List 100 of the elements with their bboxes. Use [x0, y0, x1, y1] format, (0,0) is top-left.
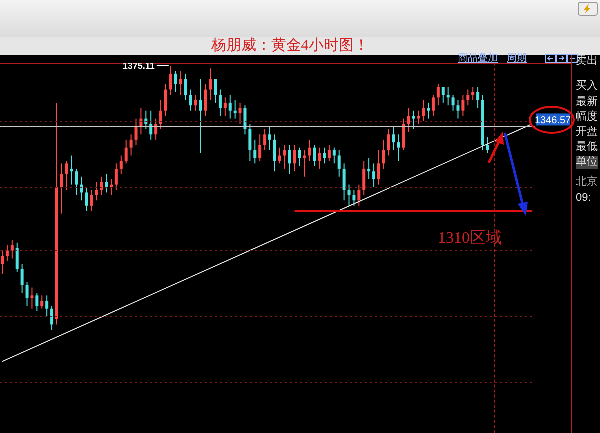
candlestick	[442, 86, 445, 104]
text: 最低	[576, 141, 598, 154]
candlestick	[238, 102, 242, 125]
candlestick	[472, 86, 475, 101]
candlestick	[427, 102, 430, 120]
candlestick	[214, 78, 218, 104]
candlestick	[154, 118, 158, 140]
candlestick	[377, 150, 380, 186]
candlestick	[234, 100, 237, 120]
candlestick	[402, 118, 406, 151]
candlestick	[50, 306, 54, 330]
candlestick	[244, 105, 247, 136]
annotation: 1310区域	[438, 228, 502, 249]
candlestick	[199, 78, 202, 154]
candlestick	[130, 134, 133, 156]
candlestick	[218, 89, 222, 117]
candlestick	[313, 144, 316, 167]
candlestick	[134, 118, 138, 146]
candlestick	[446, 86, 450, 106]
candlestick	[65, 160, 68, 191]
candlestick	[432, 94, 435, 117]
candlestick	[124, 139, 128, 164]
candlestick	[160, 100, 163, 130]
text: 买入	[576, 80, 598, 93]
text: 单位	[576, 156, 598, 169]
candlestick	[120, 155, 123, 175]
candlestick	[164, 84, 168, 117]
text: 商品叠加	[458, 53, 498, 64]
candlestick	[6, 245, 9, 262]
candlestick	[392, 126, 396, 151]
candlestick	[352, 190, 356, 206]
candlestick	[174, 70, 178, 93]
candlestick	[105, 174, 108, 194]
annotation: 1375.11	[122, 61, 155, 71]
candlestick	[436, 84, 440, 106]
candlestick	[150, 110, 153, 140]
candlestick	[273, 134, 276, 172]
chart-title: 杨朋威：黄金4小时图！	[211, 38, 369, 54]
candlestick	[228, 94, 232, 120]
text: 幅度	[576, 111, 598, 124]
candlestick	[422, 100, 426, 122]
candlestick	[85, 186, 88, 212]
candlestick	[372, 163, 376, 188]
candlestick	[342, 163, 346, 202]
candlestick	[322, 147, 326, 164]
candlestick	[338, 150, 341, 178]
candlestick	[283, 144, 286, 170]
candlestick	[1, 250, 4, 276]
candlestick	[417, 110, 420, 125]
candlestick	[16, 242, 19, 272]
candlestick	[476, 86, 480, 109]
candlestick	[184, 73, 188, 101]
candlestick	[90, 190, 94, 212]
candlestick	[169, 66, 172, 96]
text: 北京	[576, 176, 598, 189]
candlestick	[293, 144, 296, 172]
candlestick	[26, 282, 29, 307]
candlestick	[194, 94, 198, 112]
candlestick	[368, 158, 371, 180]
candlestick	[288, 144, 292, 175]
candlestick	[456, 100, 460, 120]
candlestick	[387, 128, 390, 156]
text: 周期	[507, 53, 527, 64]
candlestick	[36, 292, 39, 312]
candlestick	[75, 168, 78, 196]
candlestick	[486, 136, 490, 154]
candlestick	[278, 147, 282, 164]
candlestick	[332, 147, 336, 164]
text: 最新	[576, 96, 598, 109]
candlestick	[303, 150, 306, 178]
candlestick	[179, 70, 182, 96]
candlestick	[264, 128, 267, 151]
candlestick	[318, 147, 322, 170]
candlestick	[407, 108, 410, 132]
candlestick	[362, 160, 366, 196]
candlestick	[268, 126, 272, 151]
candlestick	[40, 295, 44, 310]
candlestick	[204, 84, 208, 117]
candlestick	[308, 139, 312, 162]
text: 09:	[576, 192, 592, 205]
candlestick	[70, 155, 74, 186]
candlestick	[382, 139, 386, 170]
text: 开盘	[576, 126, 598, 139]
candlestick	[462, 94, 465, 117]
candlestick	[10, 240, 14, 260]
candlestick	[358, 184, 361, 206]
candlestick	[254, 139, 257, 164]
candlestick	[466, 89, 470, 106]
candlestick	[224, 97, 227, 117]
candlestick	[452, 94, 455, 112]
text: 卖出	[576, 55, 598, 68]
candlestick	[328, 144, 331, 162]
candlestick	[248, 124, 252, 162]
candlestick	[209, 68, 212, 101]
candlestick	[100, 176, 104, 196]
candlestick	[46, 295, 49, 318]
candlestick	[30, 287, 34, 310]
candlestick	[298, 147, 302, 167]
candlestick	[397, 134, 400, 162]
candlestick	[114, 163, 118, 191]
